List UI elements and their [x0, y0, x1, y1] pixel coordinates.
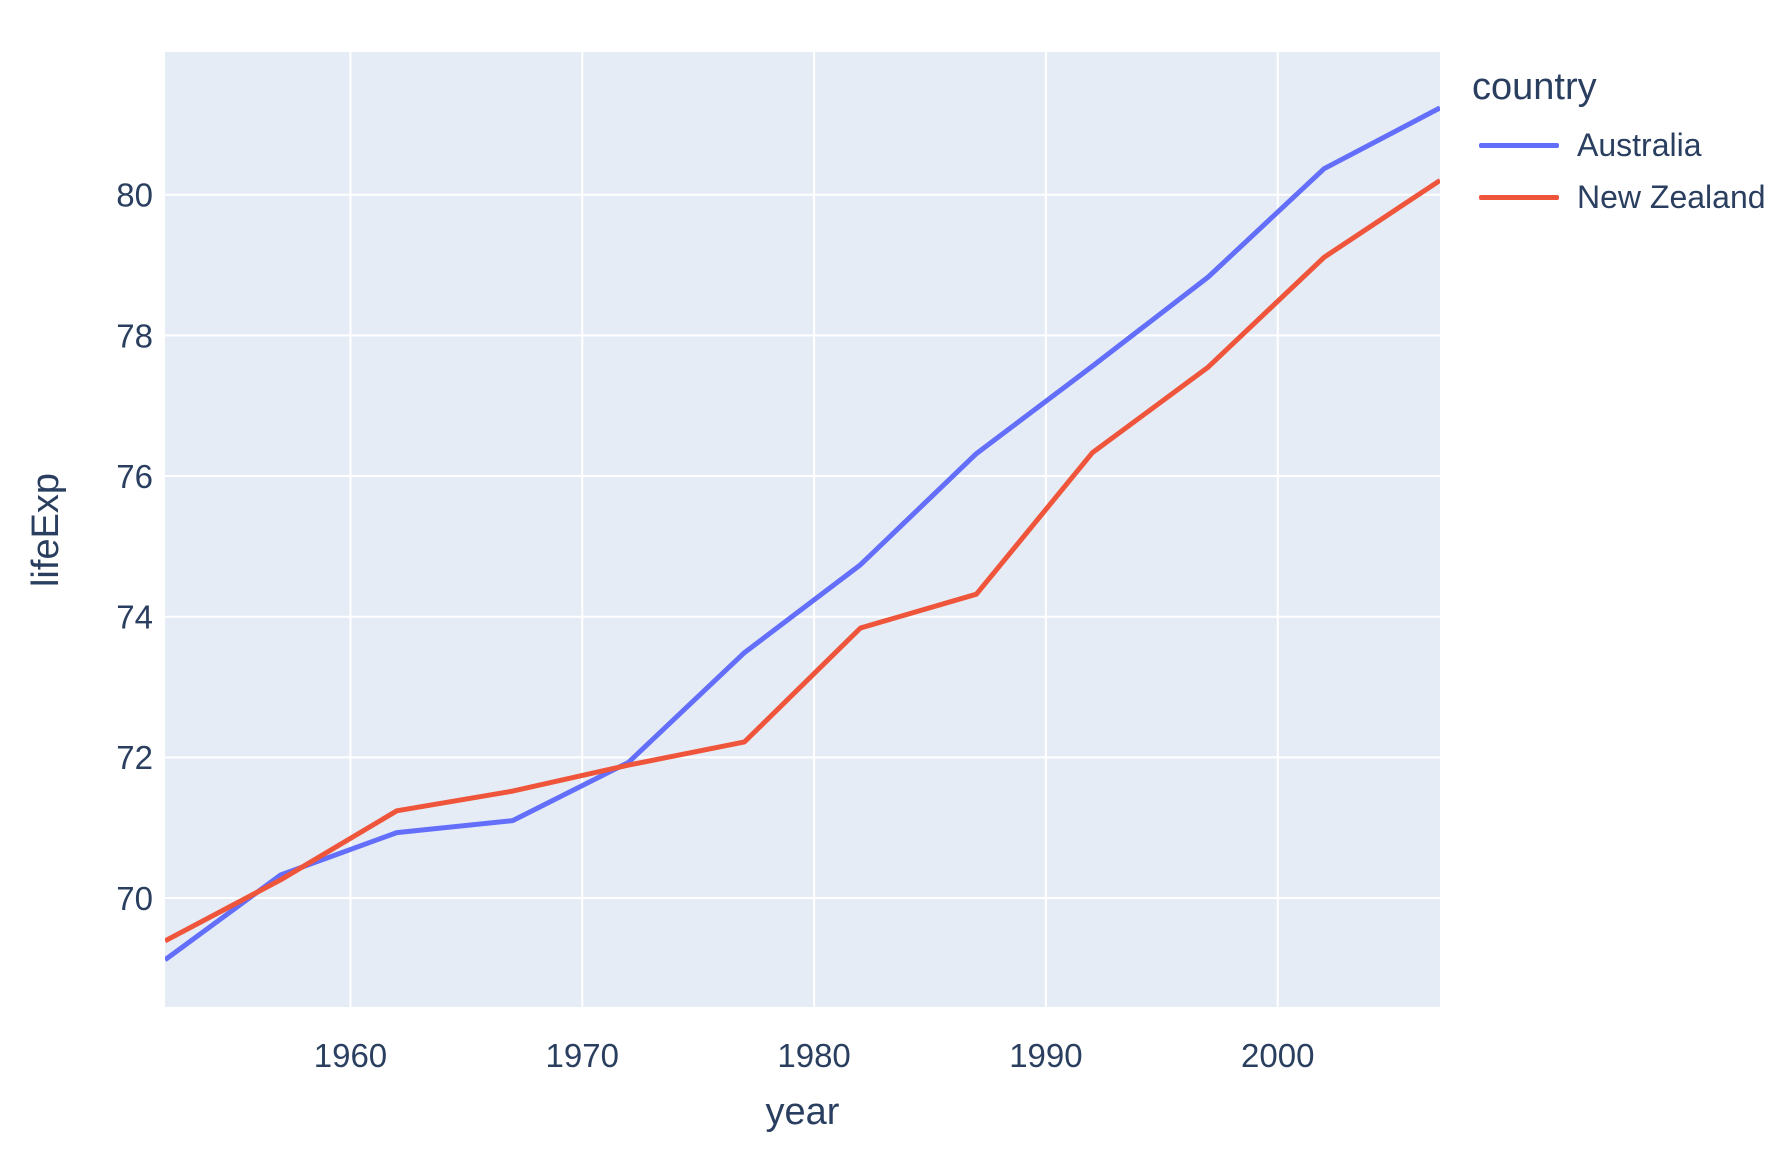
y-tick-label: 78 — [116, 317, 153, 354]
legend-item-australia[interactable]: Australia — [1472, 120, 1766, 172]
y-axis-title: lifeExp — [25, 472, 67, 588]
legend: country Australia New Zealand — [1472, 66, 1766, 224]
y-tick-label: 70 — [116, 880, 153, 917]
y-tick-label: 76 — [116, 458, 153, 495]
series-line-new-zealand[interactable] — [165, 178, 1440, 944]
legend-label-australia: Australia — [1577, 127, 1702, 164]
legend-title: country — [1472, 66, 1597, 108]
x-tick-label: 1980 — [777, 1037, 850, 1074]
x-tick-label: 2000 — [1241, 1037, 1314, 1074]
x-tick-label: 1990 — [1009, 1037, 1082, 1074]
legend-entries: Australia New Zealand — [1472, 120, 1766, 224]
x-tick-label: 1960 — [314, 1037, 387, 1074]
series-line-australia[interactable] — [165, 105, 1440, 962]
legend-line-swatch-australia — [1479, 143, 1559, 149]
legend-line-swatch-new-zealand — [1479, 195, 1559, 201]
y-tick-label: 72 — [116, 739, 153, 776]
legend-label-new-zealand: New Zealand — [1577, 179, 1766, 216]
legend-item-new-zealand[interactable]: New Zealand — [1472, 172, 1766, 224]
y-tick-label: 80 — [116, 177, 153, 214]
plot-background — [165, 52, 1440, 1007]
x-tick-label: 1970 — [546, 1037, 619, 1074]
y-tick-label: 74 — [116, 599, 153, 636]
x-axis-title: year — [765, 1091, 840, 1133]
